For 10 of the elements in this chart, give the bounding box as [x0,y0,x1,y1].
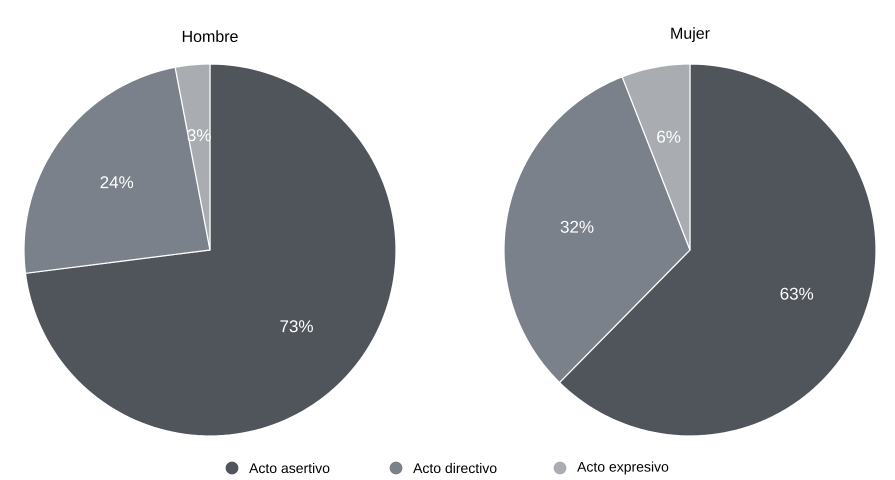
data-label: 73% [280,320,313,332]
chart-title: Mujer [671,27,710,42]
legend-label: Acto expresivo [577,461,668,475]
data-label: 32% [560,220,594,233]
data-label: 63% [780,288,814,300]
data-label: 24% [100,176,134,188]
data-label: 6% [657,130,680,143]
legend-label: Acto asertivo [249,462,330,474]
legend-label: Acto directivo [413,462,496,474]
chart-title: Hombre [182,30,238,42]
